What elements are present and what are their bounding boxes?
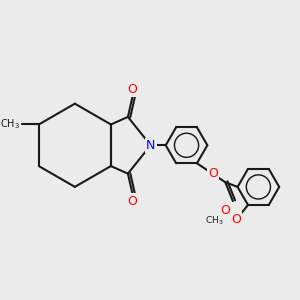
Text: O: O xyxy=(220,204,230,217)
Text: CH$_3$: CH$_3$ xyxy=(0,118,20,131)
Text: N: N xyxy=(146,139,155,152)
Text: O: O xyxy=(128,195,138,208)
Text: O: O xyxy=(208,167,218,180)
Text: O: O xyxy=(128,83,138,96)
Text: CH$_3$: CH$_3$ xyxy=(205,215,224,227)
Text: O: O xyxy=(231,213,241,226)
